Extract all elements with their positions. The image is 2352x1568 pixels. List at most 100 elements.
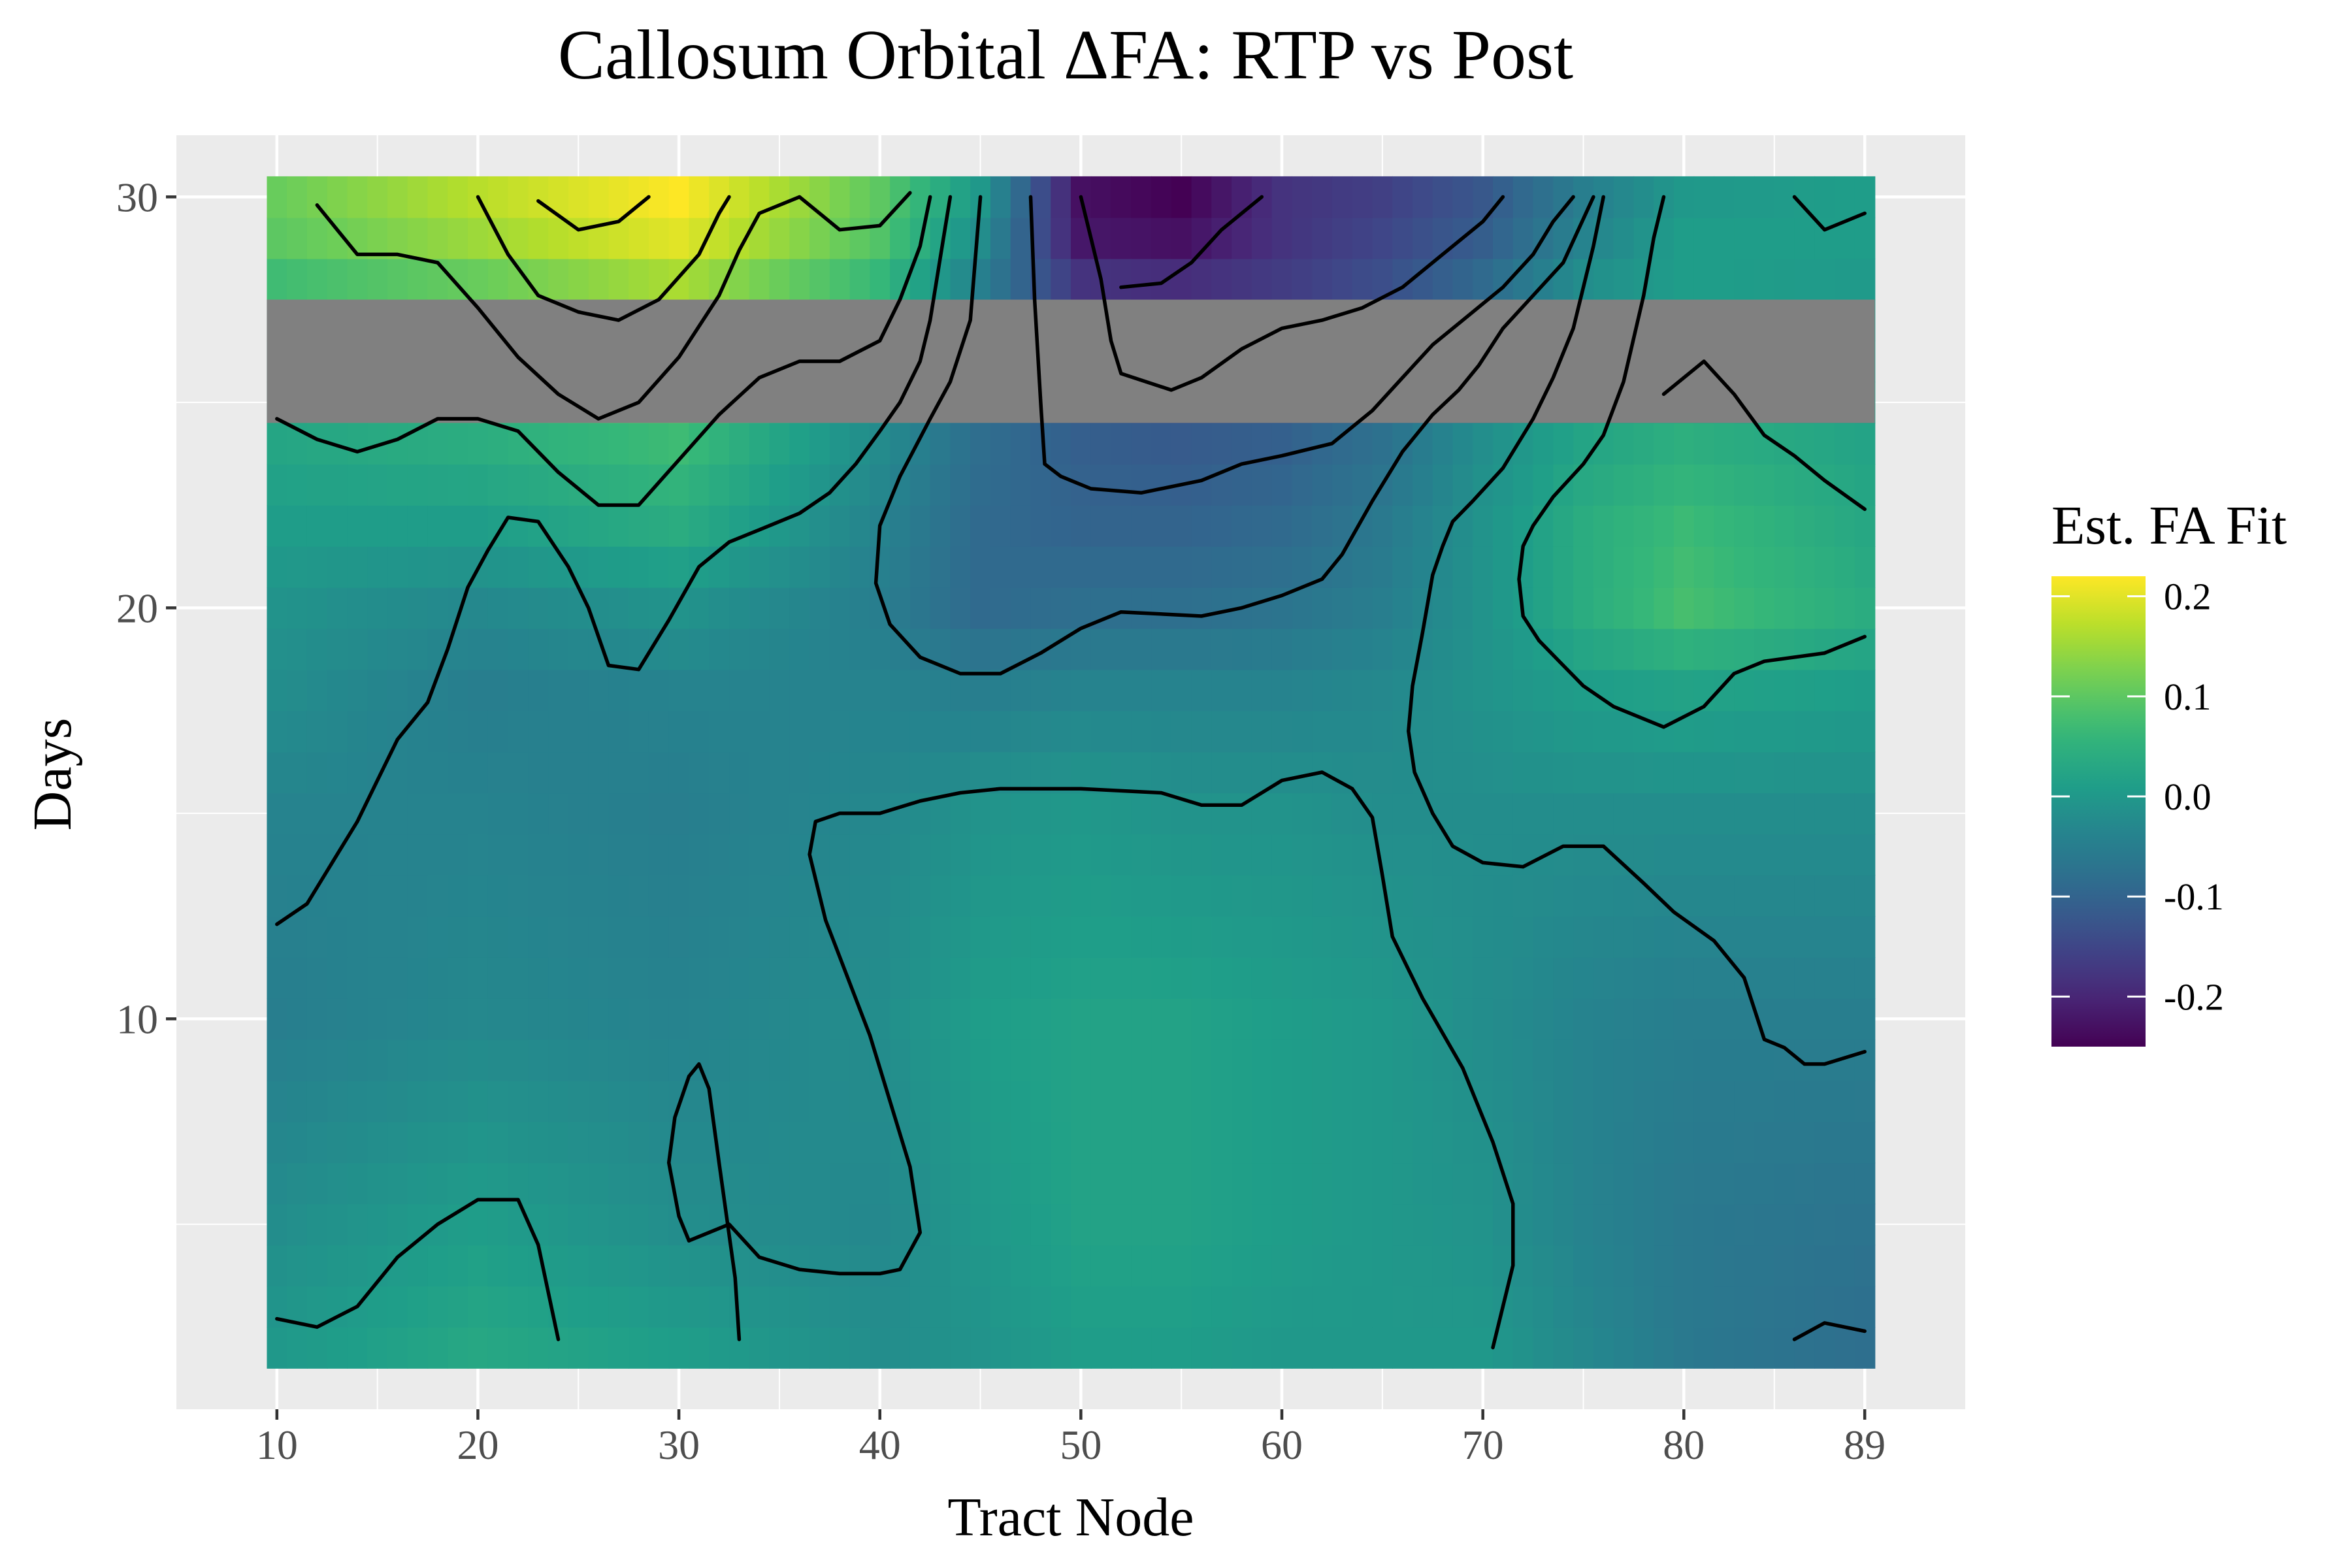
heatmap-tile	[1593, 1327, 1614, 1369]
heatmap-tile	[1030, 998, 1052, 1040]
heatmap-tile	[870, 710, 890, 753]
heatmap-tile	[1312, 176, 1333, 218]
heatmap-tile	[1553, 669, 1574, 711]
heatmap-tile	[1111, 176, 1132, 218]
heatmap-tile	[1312, 217, 1333, 259]
heatmap-tile	[1251, 1162, 1273, 1205]
heatmap-tile	[1191, 587, 1213, 629]
heatmap-tile	[1051, 258, 1071, 301]
heatmap-tile	[870, 916, 890, 958]
heatmap-tile	[1774, 998, 1795, 1040]
heatmap-tile	[1191, 1080, 1213, 1122]
heatmap-tile	[1573, 1080, 1594, 1122]
heatmap-tile	[1010, 1286, 1032, 1328]
heatmap-tile	[1151, 505, 1172, 547]
heatmap-tile	[1452, 1121, 1474, 1164]
heatmap-tile	[1331, 710, 1353, 753]
heatmap-tile	[1693, 1203, 1715, 1246]
heatmap-tile	[990, 628, 1011, 670]
heatmap-tile	[588, 998, 610, 1040]
heatmap-tile	[1171, 1039, 1192, 1081]
heatmap-tile	[1714, 176, 1735, 218]
heatmap-tile	[1512, 957, 1534, 999]
heatmap-tile	[1553, 546, 1574, 588]
heatmap-tile	[629, 1080, 649, 1122]
x-tick-label: 50	[1060, 1422, 1102, 1468]
heatmap-tile	[1352, 505, 1373, 547]
heatmap-tile	[1754, 1245, 1775, 1287]
heatmap-tile	[1030, 546, 1052, 588]
heatmap-tile	[909, 710, 931, 753]
heatmap-tile	[1493, 669, 1514, 711]
heatmap-tile	[448, 1286, 468, 1328]
heatmap-tile	[1774, 875, 1795, 917]
heatmap-tile	[1613, 505, 1635, 547]
heatmap-tile	[468, 1080, 489, 1122]
heatmap-tile	[528, 875, 549, 917]
heatmap-tile	[1573, 1203, 1594, 1246]
heatmap-tile	[1512, 916, 1534, 958]
heatmap-tile	[1131, 916, 1152, 958]
heatmap-tile	[648, 423, 670, 465]
heatmap-tile	[1372, 1039, 1394, 1081]
heatmap-tile	[1493, 464, 1514, 506]
heatmap-tile	[468, 834, 489, 876]
heatmap-tile	[849, 1327, 871, 1369]
heatmap-tile	[1412, 423, 1433, 465]
heatmap-tile	[1151, 1327, 1172, 1369]
contour-line	[666, 1062, 742, 1341]
heatmap-tile	[1211, 423, 1232, 465]
heatmap-tile	[1251, 505, 1273, 547]
heatmap-tile	[1512, 464, 1534, 506]
heatmap-tile	[327, 176, 348, 218]
heatmap-tile	[327, 1245, 348, 1287]
heatmap-tile	[347, 587, 368, 629]
heatmap-tile	[809, 423, 830, 465]
heatmap-tile	[950, 1080, 971, 1122]
heatmap-tile	[267, 423, 287, 465]
heatmap-tile	[508, 505, 529, 547]
heatmap-tile	[648, 792, 670, 835]
heatmap-tile	[1051, 1039, 1071, 1081]
heatmap-tile	[1613, 792, 1635, 835]
heatmap-tile	[1493, 998, 1514, 1040]
heatmap-tile	[1613, 1039, 1635, 1081]
heatmap-tile	[1432, 751, 1454, 794]
heatmap-tile	[1533, 710, 1554, 753]
heatmap-tile	[1191, 1039, 1213, 1081]
heatmap-tile	[1734, 834, 1755, 876]
heatmap-tile	[1292, 1121, 1313, 1164]
heatmap-tile	[1835, 710, 1855, 753]
heatmap-tile	[1593, 1203, 1614, 1246]
heatmap-tile	[528, 1039, 549, 1081]
heatmap-tile	[347, 875, 368, 917]
heatmap-tile	[1211, 916, 1232, 958]
heatmap-tile	[1714, 258, 1735, 301]
heatmap-tile	[890, 669, 911, 711]
heatmap-tile	[1211, 957, 1232, 999]
heatmap-tile	[1392, 628, 1413, 670]
heatmap-tile	[1512, 792, 1534, 835]
heatmap-tile	[1613, 423, 1635, 465]
heatmap-tile	[1412, 834, 1433, 876]
heatmap-tile	[306, 546, 328, 588]
heatmap-tile	[588, 258, 610, 301]
heatmap-tile	[1071, 1039, 1092, 1081]
heatmap-tile	[1794, 792, 1816, 835]
heatmap-tile	[1010, 587, 1032, 629]
heatmap-tile	[1512, 217, 1534, 259]
heatmap-tile	[1714, 1080, 1735, 1122]
heatmap-tile	[849, 710, 871, 753]
heatmap-tile	[468, 587, 489, 629]
heatmap-tile	[1553, 916, 1574, 958]
heatmap-tile	[407, 1245, 429, 1287]
heatmap-tile	[528, 217, 549, 259]
heatmap-tile	[306, 916, 328, 958]
heatmap-tile	[950, 957, 971, 999]
heatmap-tile	[1051, 1327, 1071, 1369]
heatmap-tile	[427, 834, 449, 876]
heatmap-tile	[769, 957, 791, 999]
contour-line	[1119, 195, 1264, 289]
heatmap-tile	[1030, 176, 1052, 218]
heatmap-tile	[1211, 710, 1232, 753]
